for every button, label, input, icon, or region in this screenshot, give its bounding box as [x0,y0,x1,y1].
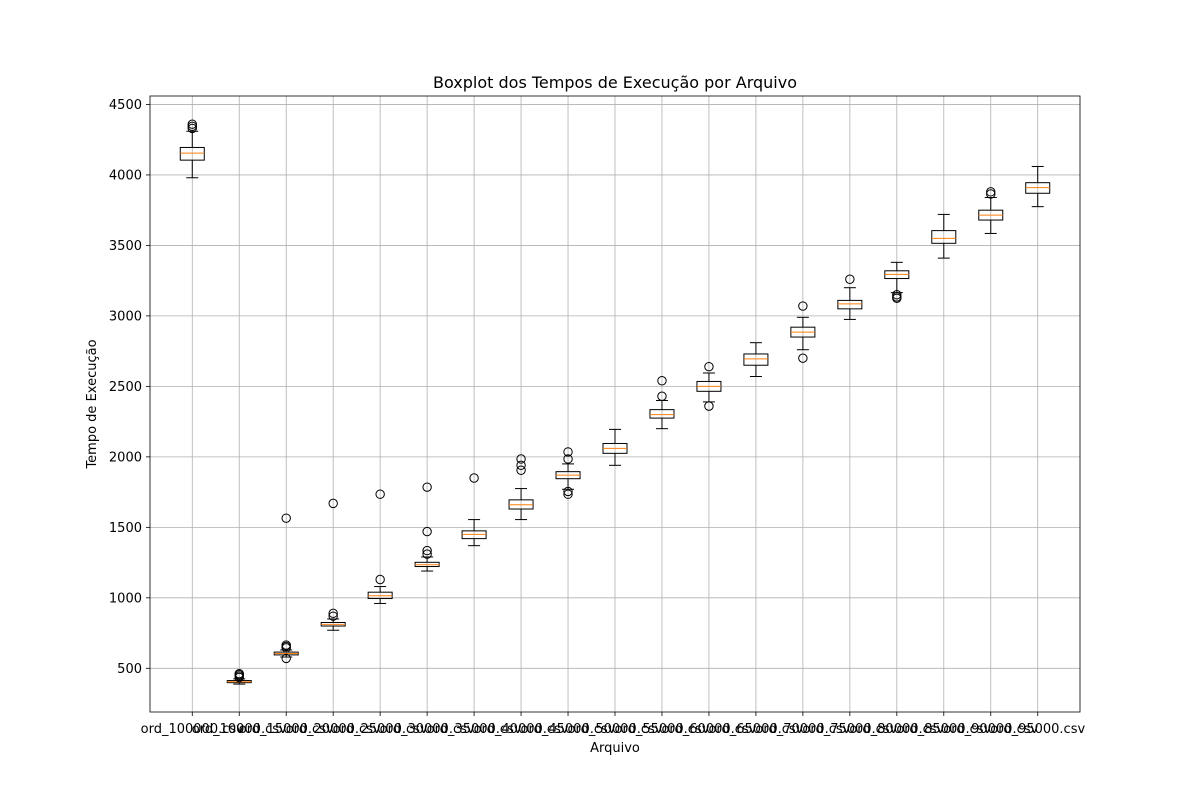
y-axis-label: Tempo de Execução [85,339,100,469]
x-tick-label: ord_50000.csv [568,722,663,737]
ticks: 500 1000 1500 2000 2500 3000 3500 4000 4500 ord_1… [109,98,1086,737]
box-ord_60000.csv [696,361,722,411]
box-ord_10000.csv [226,668,252,685]
outlier-point [281,513,291,523]
x-tick-label: ord_20000.csv [286,722,381,737]
iqr-box [179,146,205,161]
y-tick-label: 1000 [109,591,142,606]
x-tick-label: ord_70000.csv [755,722,850,737]
box-ord_30000.csv [414,482,440,572]
x-axis-label: Arquivo [590,741,640,756]
box-ord_80000.csv [884,261,910,303]
x-tick-label: ord_10000.csv [192,722,287,737]
outlier-point [845,274,855,284]
outlier-point [986,189,996,199]
outlier-point [375,574,385,585]
outlier-point [469,473,479,483]
y-tick-label: 4500 [109,98,142,113]
x-tick-label: ord_25000.csv [333,722,428,737]
outlier-point [516,460,526,471]
box-ord_40000.csv [508,454,534,521]
box-ord_90000.csv [978,187,1004,234]
x-tick-label: ord_60000.csv [661,722,756,737]
outlier-point [657,376,667,386]
outlier-point [563,486,573,497]
outlier-point [657,391,667,401]
y-tick-label: 3000 [109,309,142,324]
outlier-point [328,611,338,621]
x-tick-label: ord_15000.csv [239,722,334,737]
box-ord_15000.csv [273,513,299,664]
outlier-point [798,353,808,363]
x-tick-label: ord_30000.csv [380,722,475,737]
box-ord_100000.csv [179,119,205,179]
outlier-point [563,489,573,499]
x-tick-label: ord_80000.csv [849,722,944,737]
outlier-point [516,465,526,475]
x-tick-label: ord_55000.csv [615,722,710,737]
x-tick-label: ord_85000.csv [896,722,991,737]
x-tick-label: ord_40000.csv [474,722,569,737]
y-tick-label: 4000 [109,168,142,183]
outlier-point [563,447,573,457]
iqr-box [931,230,957,244]
box-ord_70000.csv [790,301,816,363]
grid [150,96,1080,712]
outlier-point [281,653,291,664]
outlier-point [187,119,197,129]
box-ord_20000.csv [320,498,346,631]
iqr-box [837,299,863,310]
outlier-point [375,489,385,499]
x-tick-label: ord_100000.csv [141,722,245,737]
box-ord_85000.csv [931,213,957,259]
outlier-point [187,123,197,134]
iqr-box [743,353,769,366]
outlier-point [187,121,197,132]
x-tick-label: ord_65000.csv [708,722,803,737]
outlier-point [422,545,432,556]
x-tick-label: ord_90000.csv [943,722,1038,737]
x-tick-label: ord_35000.csv [427,722,522,737]
outlier-point [892,290,902,300]
x-tick-label: ord_95000.csv [990,722,1085,737]
box-ord_95000.csv [1025,165,1051,208]
box-ord_55000.csv [649,376,675,430]
outlier-point [422,526,432,537]
outlier-point [234,668,244,679]
outlier-point [328,498,338,509]
outlier-point [892,292,902,302]
outlier-point [986,187,996,197]
outlier-point [704,401,714,411]
iqr-box [649,409,675,419]
x-tick-label: ord_75000.csv [802,722,897,737]
outlier-point [422,482,432,492]
box-ord_50000.csv [602,428,628,466]
outlier-point [281,640,291,650]
y-tick-label: 2000 [109,450,142,465]
box-ord_75000.csv [837,274,863,320]
outlier-point [516,454,526,464]
outlier-point [422,549,432,559]
y-tick-label: 500 [117,662,142,677]
outlier-point [704,361,714,372]
box-ord_65000.csv [743,342,769,378]
y-tick-label: 1500 [109,521,142,536]
chart-title: Boxplot dos Tempos de Execução por Arqui… [433,73,797,92]
box-ord_45000.csv [555,447,581,499]
y-tick-label: 2500 [109,380,142,395]
y-tick-label: 3500 [109,239,142,254]
outlier-point [328,608,338,619]
outlier-point [563,454,573,464]
x-tick-label: ord_45000.csv [521,722,616,737]
box-ord_35000.csv [461,473,487,547]
outlier-point [798,301,808,311]
box-ord_25000.csv [367,489,393,604]
boxes [179,119,1051,685]
